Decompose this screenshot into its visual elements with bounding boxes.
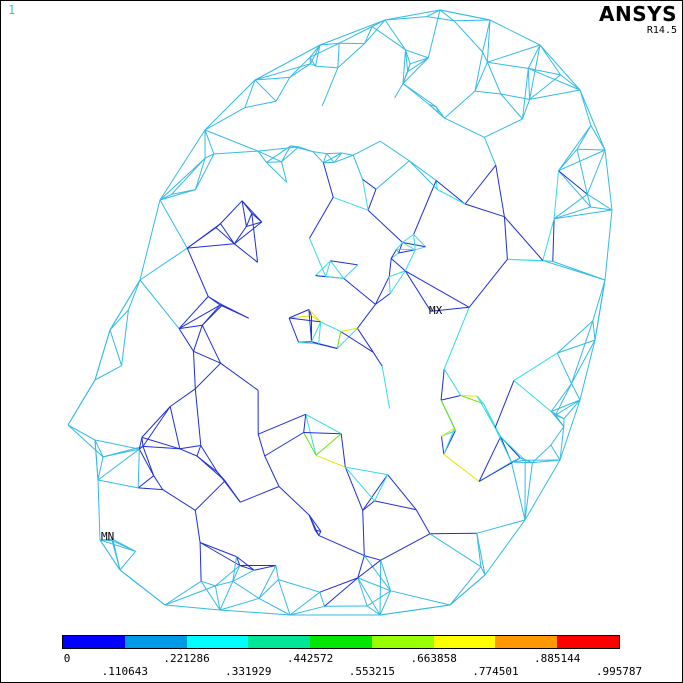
legend-tick-0: 0: [63, 652, 71, 665]
legend-tick-8: .885144: [534, 652, 581, 665]
legend-swatch-7: [495, 636, 558, 648]
legend-swatch-5: [371, 636, 434, 648]
head-mesh-plot: MX MN: [67, 9, 613, 616]
legend-tick-6: .663858: [410, 652, 457, 665]
legend-swatch-8: [557, 636, 620, 648]
legend-tick-7: .774501: [472, 665, 519, 678]
legend-tick-2: .221286: [163, 652, 210, 665]
legend-tick-3: .331929: [225, 665, 272, 678]
contour-legend-bar: [62, 635, 620, 649]
legend-swatch-3: [248, 636, 311, 648]
window-number: 1: [8, 3, 16, 17]
legend-swatch-1: [124, 636, 187, 648]
legend-tick-1: .110643: [101, 665, 148, 678]
legend-tick-9: .995787: [595, 665, 643, 678]
max-marker: MX: [429, 304, 443, 317]
legend-swatch-0: [63, 636, 125, 648]
min-marker: MN: [101, 530, 114, 543]
mesh-wireframe: [67, 9, 613, 616]
legend-swatch-4: [310, 636, 372, 648]
legend-swatch-2: [186, 636, 249, 648]
ansys-logo: ANSYS: [598, 2, 677, 26]
legend-swatch-6: [433, 636, 496, 648]
legend-tick-5: .553215: [348, 665, 396, 678]
legend-tick-4: .442572: [286, 652, 334, 665]
version-label: R14.5: [646, 25, 677, 36]
